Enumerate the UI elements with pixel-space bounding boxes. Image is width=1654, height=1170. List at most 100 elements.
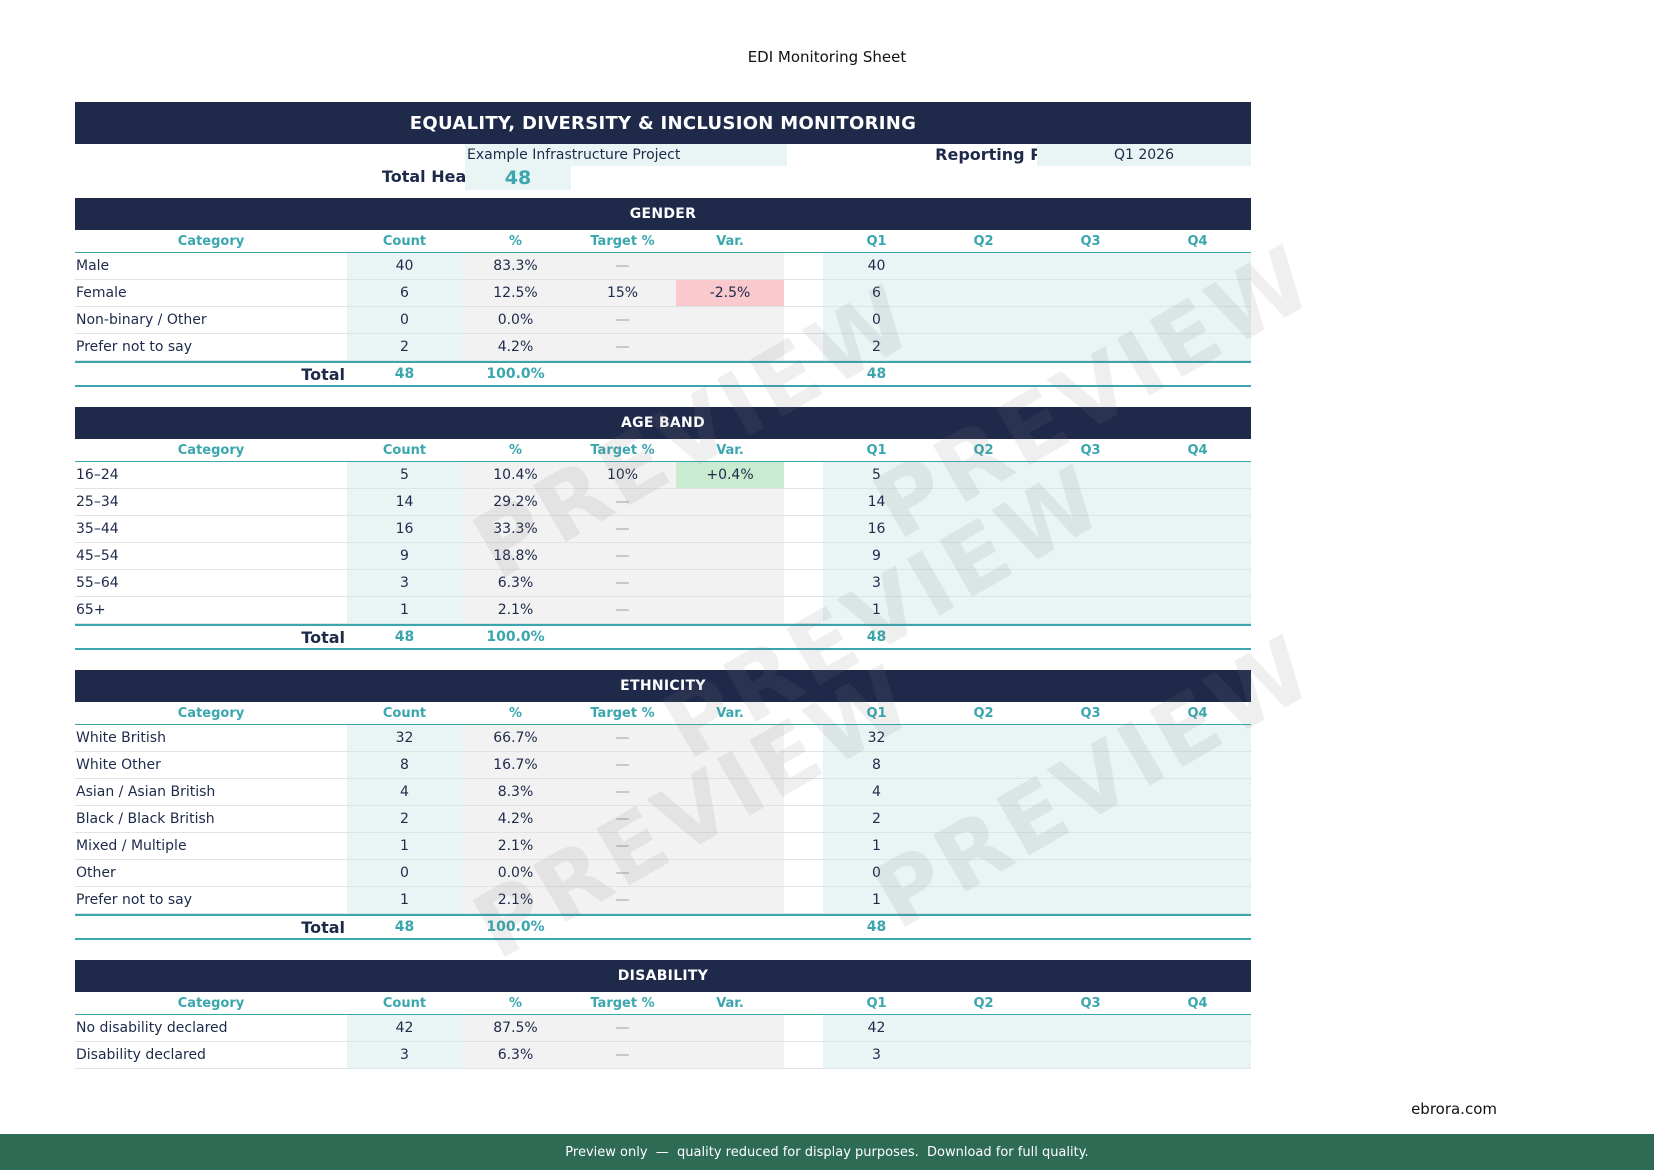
cell-pct: 2.1%	[462, 887, 569, 913]
cell-category: Non-binary / Other	[76, 312, 207, 328]
cell-q3	[1037, 860, 1144, 886]
cell-count: 5	[347, 462, 462, 488]
column-header-count: Count	[382, 442, 427, 458]
cell-q2	[930, 1015, 1037, 1041]
cell-pct: 6.3%	[462, 1042, 569, 1068]
cell-var	[676, 253, 784, 279]
cell-q1: 16	[823, 516, 930, 542]
cell-category: White Other	[76, 757, 161, 773]
column-header-q1: Q1	[866, 442, 887, 458]
cell-count: 9	[347, 543, 462, 569]
cell-q3	[1037, 307, 1144, 333]
site-url: ebrora.com	[1411, 1100, 1497, 1118]
total-pct: 100.0%	[486, 366, 545, 382]
cell-target: —	[569, 543, 676, 569]
cell-target: —	[569, 833, 676, 859]
table-row: White British 32 66.7% —32	[75, 725, 1251, 752]
column-header-var: Var.	[716, 442, 744, 458]
preview-footer: Preview only — quality reduced for displ…	[0, 1134, 1654, 1170]
cell-target: —	[569, 1015, 676, 1041]
table-row: Non-binary / Other 0 0.0% —0	[75, 307, 1251, 334]
table-row: No disability declared 42 87.5% —42	[75, 1015, 1251, 1042]
cell-q1: 2	[823, 334, 930, 360]
cell-count: 42	[347, 1015, 462, 1041]
column-header-q2: Q2	[973, 705, 994, 721]
cell-pct: 4.2%	[462, 334, 569, 360]
cell-var	[676, 516, 784, 542]
cell-q2	[930, 307, 1037, 333]
cell-q3	[1037, 1015, 1144, 1041]
cell-target: —	[569, 489, 676, 515]
column-header-var: Var.	[716, 233, 744, 249]
cell-q1: 8	[823, 752, 930, 778]
cell-count: 1	[347, 833, 462, 859]
cell-var	[676, 570, 784, 596]
table-row: Male 40 83.3% —40	[75, 253, 1251, 280]
cell-target: —	[569, 597, 676, 623]
cell-q1: 4	[823, 779, 930, 805]
cell-category: White British	[76, 730, 166, 746]
main-title-banner: EQUALITY, DIVERSITY & INCLUSION MONITORI…	[75, 102, 1251, 144]
total-pct: 100.0%	[486, 919, 545, 935]
cell-q1: 3	[823, 570, 930, 596]
cell-q1: 9	[823, 543, 930, 569]
section-disability: DISABILITY Category Count% Target % Var. Q1 Q2…	[75, 960, 1251, 1069]
cell-category: Female	[76, 285, 127, 301]
total-row: Total 48 100.0% 48	[75, 624, 1251, 650]
cell-q1: 1	[823, 833, 930, 859]
cell-category: 65+	[76, 602, 106, 618]
cell-target: —	[569, 752, 676, 778]
cell-target: —	[569, 806, 676, 832]
cell-q3	[1037, 462, 1144, 488]
cell-q2	[930, 280, 1037, 306]
section-gap	[75, 940, 1251, 960]
column-header-q4: Q4	[1187, 233, 1208, 249]
edi-sheet: EQUALITY, DIVERSITY & INCLUSION MONITORI…	[75, 102, 1251, 1069]
cell-q3	[1037, 489, 1144, 515]
cell-var	[676, 489, 784, 515]
column-header-q2: Q2	[973, 995, 994, 1011]
cell-q4	[1144, 543, 1251, 569]
cell-category: No disability declared	[76, 1020, 228, 1036]
cell-q1: 32	[823, 725, 930, 751]
cell-pct: 29.2%	[462, 489, 569, 515]
cell-target: —	[569, 887, 676, 913]
cell-count: 40	[347, 253, 462, 279]
column-header-var: Var.	[716, 995, 744, 1011]
cell-pct: 8.3%	[462, 779, 569, 805]
cell-count: 1	[347, 887, 462, 913]
column-header-q1: Q1	[866, 705, 887, 721]
cell-q2	[930, 887, 1037, 913]
cell-var	[676, 779, 784, 805]
column-header-pct: %	[508, 705, 523, 721]
cell-q4	[1144, 833, 1251, 859]
cell-var	[676, 887, 784, 913]
cell-var	[676, 833, 784, 859]
total-count: 48	[394, 919, 415, 935]
cell-q4	[1144, 307, 1251, 333]
cell-pct: 83.3%	[462, 253, 569, 279]
cell-count: 14	[347, 489, 462, 515]
section-age-band: AGE BAND Category Count% Target % Var. Q1 Q2 Q3…	[75, 407, 1251, 650]
section-gap	[75, 650, 1251, 670]
cell-pct: 2.1%	[462, 597, 569, 623]
cell-pct: 18.8%	[462, 543, 569, 569]
cell-count: 2	[347, 334, 462, 360]
cell-q3	[1037, 543, 1144, 569]
column-header-q2: Q2	[973, 442, 994, 458]
cell-var	[676, 752, 784, 778]
cell-q2	[930, 597, 1037, 623]
cell-q3	[1037, 806, 1144, 832]
cell-q4	[1144, 752, 1251, 778]
column-header-q3: Q3	[1080, 705, 1101, 721]
reporting-period-value: Q1 2026	[1037, 144, 1251, 166]
column-header-q4: Q4	[1187, 442, 1208, 458]
cell-count: 0	[347, 307, 462, 333]
cell-q3	[1037, 725, 1144, 751]
sections-container: GENDER Category Count% Target % Var. Q1 Q2 Q3 Q4…	[75, 198, 1251, 1069]
column-header-target: Target %	[590, 995, 655, 1011]
cell-q2	[930, 860, 1037, 886]
cell-var	[676, 334, 784, 360]
cell-q1: 40	[823, 253, 930, 279]
column-header-q4: Q4	[1187, 995, 1208, 1011]
